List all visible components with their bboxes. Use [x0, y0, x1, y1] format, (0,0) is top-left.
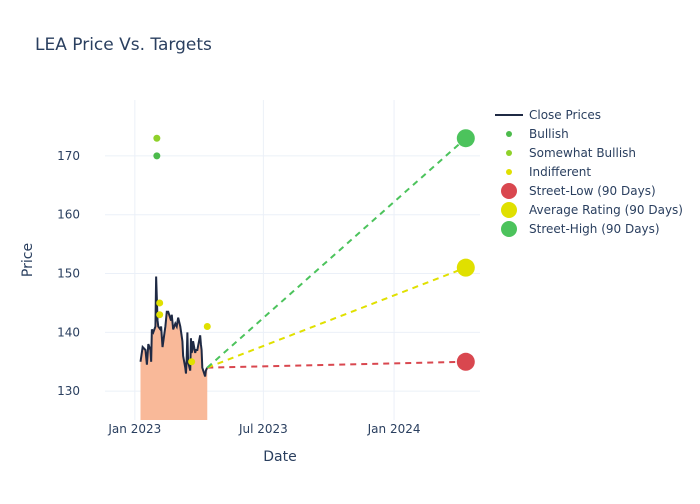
legend-label: Street-High (90 Days) [529, 222, 660, 236]
legend-dot-icon [501, 221, 517, 237]
target-line [206, 137, 467, 369]
rating-point [153, 152, 161, 160]
y-tick-label: 150 [57, 267, 80, 281]
legend-label: Street-Low (90 Days) [529, 184, 656, 198]
y-tick-label: 160 [57, 208, 80, 222]
rating-point [156, 299, 164, 307]
target-point [456, 129, 475, 148]
rating-point [203, 322, 211, 330]
x-tick-label: Jan 2023 [107, 422, 161, 436]
x-tick-label: Jan 2024 [367, 422, 421, 436]
chart-title: LEA Price Vs. Targets [35, 35, 212, 55]
rating-point [188, 358, 196, 366]
y-tick-label: 140 [57, 325, 80, 339]
y-tick-label: 170 [57, 149, 80, 163]
target-point [456, 352, 475, 371]
y-tick-label: 130 [57, 384, 80, 398]
legend-dot-icon [506, 150, 512, 156]
close-price-line [139, 276, 209, 377]
target-line [207, 360, 466, 369]
legend-dot-icon [506, 169, 512, 175]
legend-label: Close Prices [529, 108, 601, 122]
target-point [456, 258, 475, 277]
legend-label: Somewhat Bullish [529, 146, 636, 160]
legend-dot-icon [501, 202, 517, 218]
x-axis-label: Date [263, 449, 296, 465]
legend-label: Average Rating (90 Days) [529, 203, 683, 217]
y-axis-label: Price [20, 243, 36, 277]
rating-point [153, 134, 161, 142]
legend-dot-icon [501, 183, 517, 199]
legend-label: Indifferent [529, 165, 591, 179]
target-line [206, 266, 467, 369]
x-tick-label: Jul 2023 [238, 422, 288, 436]
legend-dot-icon [506, 131, 512, 137]
rating-point [156, 311, 164, 319]
legend-label: Bullish [529, 127, 569, 141]
